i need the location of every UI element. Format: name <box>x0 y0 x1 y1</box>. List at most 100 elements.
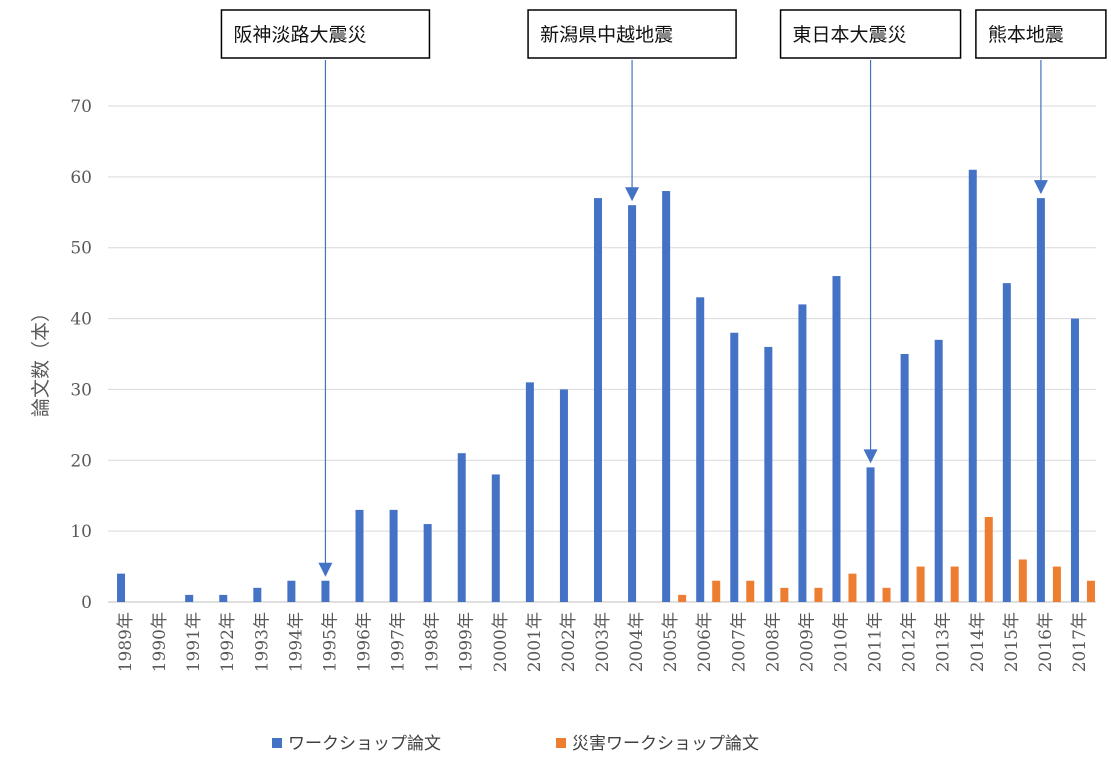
bar-workshop <box>559 389 568 602</box>
legend-label: 災害ワークショップ論文 <box>572 734 759 754</box>
x-axis-ticks: 1989年 1990年 1991年 1992年 1993年 1994年 1995年 1996年… <box>116 612 1090 672</box>
annotation-box <box>220 9 431 59</box>
bar-disaster-workshop <box>1018 559 1027 602</box>
annotation-arrow-head <box>1033 180 1048 195</box>
y-tick-label: 30 <box>70 380 92 400</box>
x-tick-label: 1994年 <box>286 612 306 672</box>
y-tick-label: 70 <box>70 97 92 117</box>
y-tick-label: 60 <box>70 168 92 188</box>
bar-workshop <box>764 346 773 602</box>
bar-workshop <box>696 297 705 602</box>
bar-disaster-workshop <box>848 573 857 602</box>
y-axis-label: 論文数（本） <box>30 303 52 417</box>
bar-workshop <box>1036 198 1045 602</box>
x-tick-label: 2005年 <box>661 612 681 672</box>
bar-workshop <box>594 198 602 602</box>
bar-workshop <box>968 169 977 602</box>
x-tick-label: 2003年 <box>593 612 613 672</box>
annotations: 阪神淡路大震災 新潟県中越地震 東日本大震災 熊本地震 <box>220 9 1107 577</box>
annotation: 東日本大震災 <box>779 9 962 464</box>
x-tick-label: 2001年 <box>525 612 545 672</box>
annotation-box <box>527 9 737 59</box>
bar-disaster-workshop <box>950 566 959 602</box>
bar-workshop <box>662 191 671 602</box>
bar-workshop <box>934 339 943 602</box>
legend-swatch <box>272 738 282 748</box>
bar-disaster-workshop <box>678 594 687 602</box>
annotation: 阪神淡路大震災 <box>220 9 431 577</box>
x-tick-label: 2015年 <box>1002 612 1022 672</box>
x-tick-label: 1992年 <box>218 612 238 672</box>
x-tick-label: 2017年 <box>1070 612 1090 672</box>
bar-disaster-workshop <box>712 580 721 602</box>
bar-disaster-workshop <box>746 580 755 602</box>
bar-workshop <box>628 205 637 602</box>
x-tick-label: 1999年 <box>457 612 477 672</box>
x-tick-label: 2011年 <box>866 612 886 672</box>
bar-workshop <box>866 467 875 602</box>
x-tick-label: 1995年 <box>320 612 340 672</box>
annotation-arrow-head <box>863 449 878 464</box>
bar-workshop <box>1070 318 1079 602</box>
bar-workshop <box>389 509 398 602</box>
bar-workshop <box>457 453 466 602</box>
annotation-label: 新潟県中越地震 <box>540 24 673 46</box>
bar-workshop <box>832 276 841 602</box>
x-tick-label: 1996年 <box>355 612 375 672</box>
x-tick-label: 1990年 <box>150 612 170 672</box>
bar-disaster-workshop <box>984 516 993 602</box>
y-tick-label: 50 <box>70 239 92 259</box>
annotation-label: 阪神淡路大震災 <box>233 24 366 46</box>
bar-disaster-workshop <box>1052 566 1061 602</box>
legend-swatch <box>556 738 566 748</box>
annotation-box <box>975 9 1107 59</box>
x-tick-label: 1998年 <box>423 612 443 672</box>
y-tick-label: 10 <box>70 522 92 542</box>
y-tick-label: 0 <box>81 593 92 613</box>
x-tick-label: 2010年 <box>831 612 851 672</box>
annotation-label: 東日本大震災 <box>793 24 907 46</box>
bar-disaster-workshop <box>916 566 925 602</box>
bar-workshop <box>185 594 194 602</box>
annotation-box <box>779 9 962 59</box>
bar-workshop <box>900 354 909 602</box>
y-tick-label: 40 <box>70 310 92 330</box>
annotation: 新潟県中越地震 <box>527 9 737 202</box>
bar-workshop <box>321 580 330 602</box>
bar-workshop <box>423 524 432 602</box>
bar-workshop <box>491 474 500 602</box>
x-tick-label: 2008年 <box>763 612 783 672</box>
x-tick-label: 2014年 <box>968 612 988 672</box>
bar-workshop <box>219 594 228 602</box>
x-tick-label: 2000年 <box>491 612 511 672</box>
x-tick-label: 1989年 <box>116 612 136 672</box>
bar-disaster-workshop <box>814 587 823 602</box>
bar-workshop <box>798 304 807 602</box>
bar-workshop <box>287 580 296 602</box>
x-tick-label: 2006年 <box>695 612 715 672</box>
x-tick-label: 2004年 <box>627 612 647 672</box>
bar-workshop <box>117 573 126 602</box>
x-tick-label: 1993年 <box>252 612 272 672</box>
bar-workshop <box>355 509 364 602</box>
bar-workshop <box>1002 283 1011 602</box>
bar-disaster-workshop <box>780 587 789 602</box>
y-tick-label: 20 <box>70 451 92 471</box>
legend: ワークショップ論文 災害ワークショップ論文 <box>272 734 759 754</box>
bars <box>117 169 1095 602</box>
x-tick-label: 2007年 <box>729 612 749 672</box>
bar-disaster-workshop <box>1086 580 1095 602</box>
legend-label: ワークショップ論文 <box>288 734 441 754</box>
bar-disaster-workshop <box>882 587 891 602</box>
bar-workshop <box>253 587 262 602</box>
annotation-arrow-head <box>318 562 333 577</box>
x-tick-label: 1997年 <box>389 612 409 672</box>
bar-workshop <box>730 332 739 602</box>
x-tick-label: 1991年 <box>184 612 204 672</box>
annotation-label: 熊本地震 <box>988 24 1064 46</box>
bar-workshop <box>525 382 534 602</box>
x-tick-label: 2013年 <box>934 612 954 672</box>
y-axis-ticks: 0 10 20 30 40 50 60 70 <box>70 97 92 613</box>
x-tick-label: 2002年 <box>559 612 579 672</box>
